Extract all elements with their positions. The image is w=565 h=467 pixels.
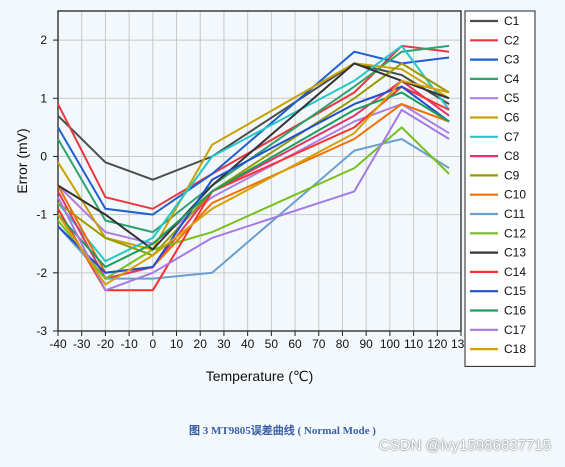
legend-label-c18: C18	[504, 342, 526, 356]
series-line-c7	[57, 44, 450, 263]
legend-label-c10: C10	[504, 188, 526, 202]
legend-label-c4: C4	[504, 72, 520, 86]
y-tick-label: -1	[36, 208, 47, 222]
x-tick-label: 50	[265, 337, 279, 351]
series-line-c14	[57, 85, 450, 292]
y-tick-label: -3	[36, 324, 47, 338]
legend-label-c14: C14	[504, 265, 526, 279]
legend-label-c15: C15	[504, 284, 526, 298]
series-line-c16	[57, 91, 450, 268]
legend-label-c9: C9	[504, 168, 520, 182]
legend: C1 C2 C3 C4 C5 C6 C7 C8 C9 C10 C11 C12 C13 C14 C15 C16 C…	[464, 10, 536, 367]
x-tick-label: 60	[288, 337, 302, 351]
x-tick-label: -40	[49, 337, 67, 351]
series-line-c12	[57, 126, 450, 280]
x-tick-label: 110	[404, 337, 423, 351]
series-line-c18	[57, 79, 450, 286]
x-tick-label: -20	[97, 337, 115, 351]
plot-frame	[57, 10, 462, 332]
x-tick-label: 120	[427, 337, 447, 351]
legend-label-c2: C2	[504, 33, 520, 47]
figure-caption: 图 3 MT9805误差曲线 ( Normal Mode )	[189, 425, 376, 437]
series-group	[57, 44, 450, 292]
y-axis-title: Error (mV)	[14, 128, 30, 193]
x-tick-label: 0	[149, 337, 156, 351]
x-tick-label: 30	[217, 337, 231, 351]
x-tick-label: 10	[170, 337, 184, 351]
x-tick-label: -30	[73, 337, 91, 351]
x-tick-label: -10	[120, 337, 138, 351]
x-tick-label: 70	[312, 337, 326, 351]
legend-label-c8: C8	[504, 149, 520, 163]
x-tick-label: 90	[359, 337, 373, 351]
x-tick-label: 80	[336, 337, 350, 351]
watermark: CSDN @ivy15986837715	[379, 437, 551, 454]
series-line-c11	[57, 138, 450, 280]
x-tick-label: 20	[194, 337, 208, 351]
legend-label-c11: C11	[504, 207, 525, 221]
legend-label-c7: C7	[504, 130, 520, 144]
legend-label-c5: C5	[504, 91, 520, 105]
x-tick-label: 100	[380, 337, 400, 351]
legend-label-c17: C17	[504, 323, 526, 337]
y-tick-label: 2	[40, 33, 47, 47]
series-line-c17	[57, 108, 450, 292]
legend-label-c16: C16	[504, 304, 526, 318]
legend-label-c13: C13	[504, 246, 526, 260]
legend-label-c6: C6	[504, 111, 520, 125]
x-axis-title: Temperature (℃)	[206, 368, 314, 384]
legend-label-c12: C12	[504, 226, 526, 240]
y-tick-label: -2	[36, 266, 47, 280]
series-line-c8	[57, 79, 450, 280]
legend-label-c1: C1	[504, 14, 520, 28]
y-tick-label: 1	[40, 91, 47, 105]
series-line-c15	[57, 85, 450, 274]
axis-ticks: -40 -30 -20 -10 0 10 20 30 40 50 60 70 80 90 100 110 120…	[36, 33, 471, 351]
x-tick-label: 40	[241, 337, 255, 351]
y-tick-label: 0	[40, 149, 47, 163]
legend-box	[464, 10, 536, 367]
legend-label-c3: C3	[504, 53, 520, 67]
